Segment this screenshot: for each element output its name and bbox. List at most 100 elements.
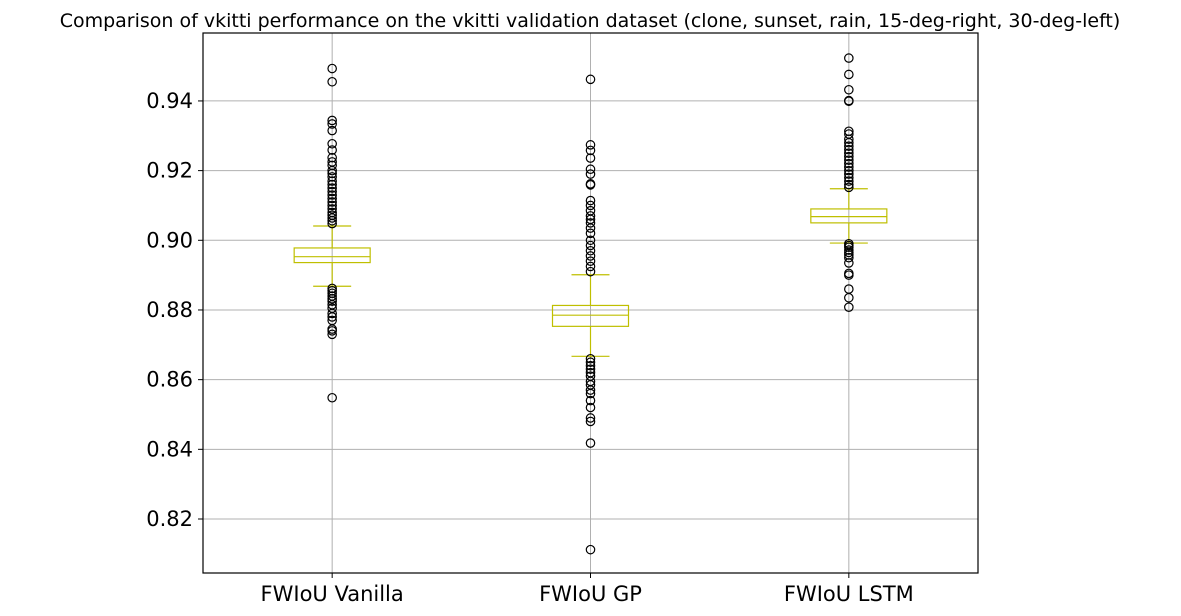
x-tick-label: FWIoU GP — [539, 582, 642, 606]
outlier-point — [585, 395, 596, 406]
outlier-point — [585, 180, 596, 190]
outlier-point — [844, 84, 854, 95]
outlier-point — [585, 544, 596, 555]
outlier-point — [585, 256, 596, 266]
outlier-point — [327, 190, 337, 200]
outlier-point — [327, 200, 337, 211]
outlier-point — [327, 213, 337, 223]
outlier-point — [327, 176, 337, 186]
outlier-point — [844, 144, 854, 155]
outlier-point — [844, 69, 854, 80]
iqr-box — [551, 304, 630, 327]
outlier-point — [327, 76, 337, 87]
outlier-point — [327, 329, 337, 340]
outlier-point — [327, 165, 337, 176]
outlier-point — [585, 223, 596, 233]
outlier-point — [844, 137, 854, 148]
outlier-point — [844, 165, 854, 176]
y-tick-label: 0.90 — [146, 228, 193, 252]
outlier-point — [585, 266, 596, 277]
y-axis-ticks: 0.82 0.84 0.86 0.88 0.90 0.92 0.94 — [146, 89, 203, 531]
outlier-point — [327, 115, 337, 126]
y-tick-label: 0.92 — [146, 159, 193, 183]
iqr-box — [810, 208, 888, 224]
outlier-point — [327, 204, 337, 214]
outlier-point — [327, 218, 337, 229]
outlier-point — [585, 195, 596, 206]
outlier-point — [844, 176, 854, 186]
outlier-point — [844, 182, 854, 193]
outlier-point — [585, 140, 596, 150]
y-tick-label: 0.86 — [146, 368, 193, 392]
outlier-point — [844, 172, 854, 183]
outlier-point — [844, 134, 854, 145]
y-tick-label: 0.82 — [146, 507, 193, 531]
outlier-point — [844, 148, 854, 158]
outlier-point — [585, 388, 596, 399]
outlier-point — [327, 179, 337, 190]
outlier-point — [844, 169, 854, 179]
outlier-point — [844, 292, 854, 303]
outlier-point — [327, 138, 337, 149]
outlier-point — [585, 169, 596, 179]
iqr-box — [293, 247, 371, 264]
outlier-point — [585, 153, 596, 163]
outlier-point — [585, 353, 596, 364]
outlier-point — [327, 197, 337, 207]
outlier-point — [327, 145, 337, 155]
outlier-point — [327, 215, 337, 226]
outlier-point — [585, 240, 596, 251]
outlier-point — [327, 326, 337, 336]
y-tick-label: 0.88 — [146, 298, 193, 322]
outlier-point — [585, 402, 596, 413]
outlier-point — [585, 261, 596, 272]
outlier-point — [585, 385, 596, 395]
outlier-point — [327, 283, 337, 294]
outlier-point — [844, 162, 854, 172]
outlier-point — [844, 245, 854, 255]
outlier-point — [844, 53, 854, 63]
outlier-point — [327, 312, 337, 322]
outlier-point — [844, 96, 854, 107]
outlier-point — [327, 392, 337, 403]
outlier-point — [844, 158, 854, 169]
outlier-point — [585, 416, 596, 427]
x-axis-ticks: FWIoU Vanilla FWIoU GP FWIoU LSTM — [261, 573, 914, 606]
outlier-point — [327, 296, 337, 307]
outlier-point — [327, 172, 337, 182]
box-group — [551, 274, 630, 357]
outlier-point — [585, 200, 596, 211]
outlier-point — [844, 242, 854, 253]
outlier-point — [327, 63, 337, 74]
outlier-point — [585, 218, 596, 228]
outlier-point — [585, 145, 596, 156]
flier-layer — [327, 53, 854, 555]
outlier-point — [585, 164, 596, 175]
outlier-point — [844, 252, 854, 263]
outlier-point — [327, 119, 337, 129]
outlier-point — [585, 235, 596, 246]
y-tick-label: 0.94 — [146, 89, 193, 113]
x-tick-label: FWIoU Vanilla — [261, 582, 404, 606]
outlier-point — [844, 179, 854, 190]
outlier-point — [585, 364, 596, 374]
outlier-point — [844, 151, 854, 162]
outlier-point — [585, 360, 596, 371]
outlier-point — [585, 245, 596, 256]
outlier-point — [844, 247, 854, 258]
outlier-point — [585, 251, 596, 261]
outlier-point — [327, 294, 337, 304]
outlier-point — [585, 211, 596, 221]
outlier-point — [844, 155, 854, 165]
outlier-point — [327, 308, 337, 319]
outlier-point — [585, 228, 596, 239]
outlier-point — [844, 270, 854, 280]
x-tick-label: FWIoU LSTM — [784, 582, 914, 606]
outlier-point — [585, 357, 596, 368]
chart-title: Comparison of vkitti performance on the … — [60, 10, 1121, 32]
outlier-point — [844, 141, 854, 152]
outlier-point — [585, 74, 596, 85]
outlier-point — [585, 413, 596, 423]
box-group — [293, 225, 371, 287]
